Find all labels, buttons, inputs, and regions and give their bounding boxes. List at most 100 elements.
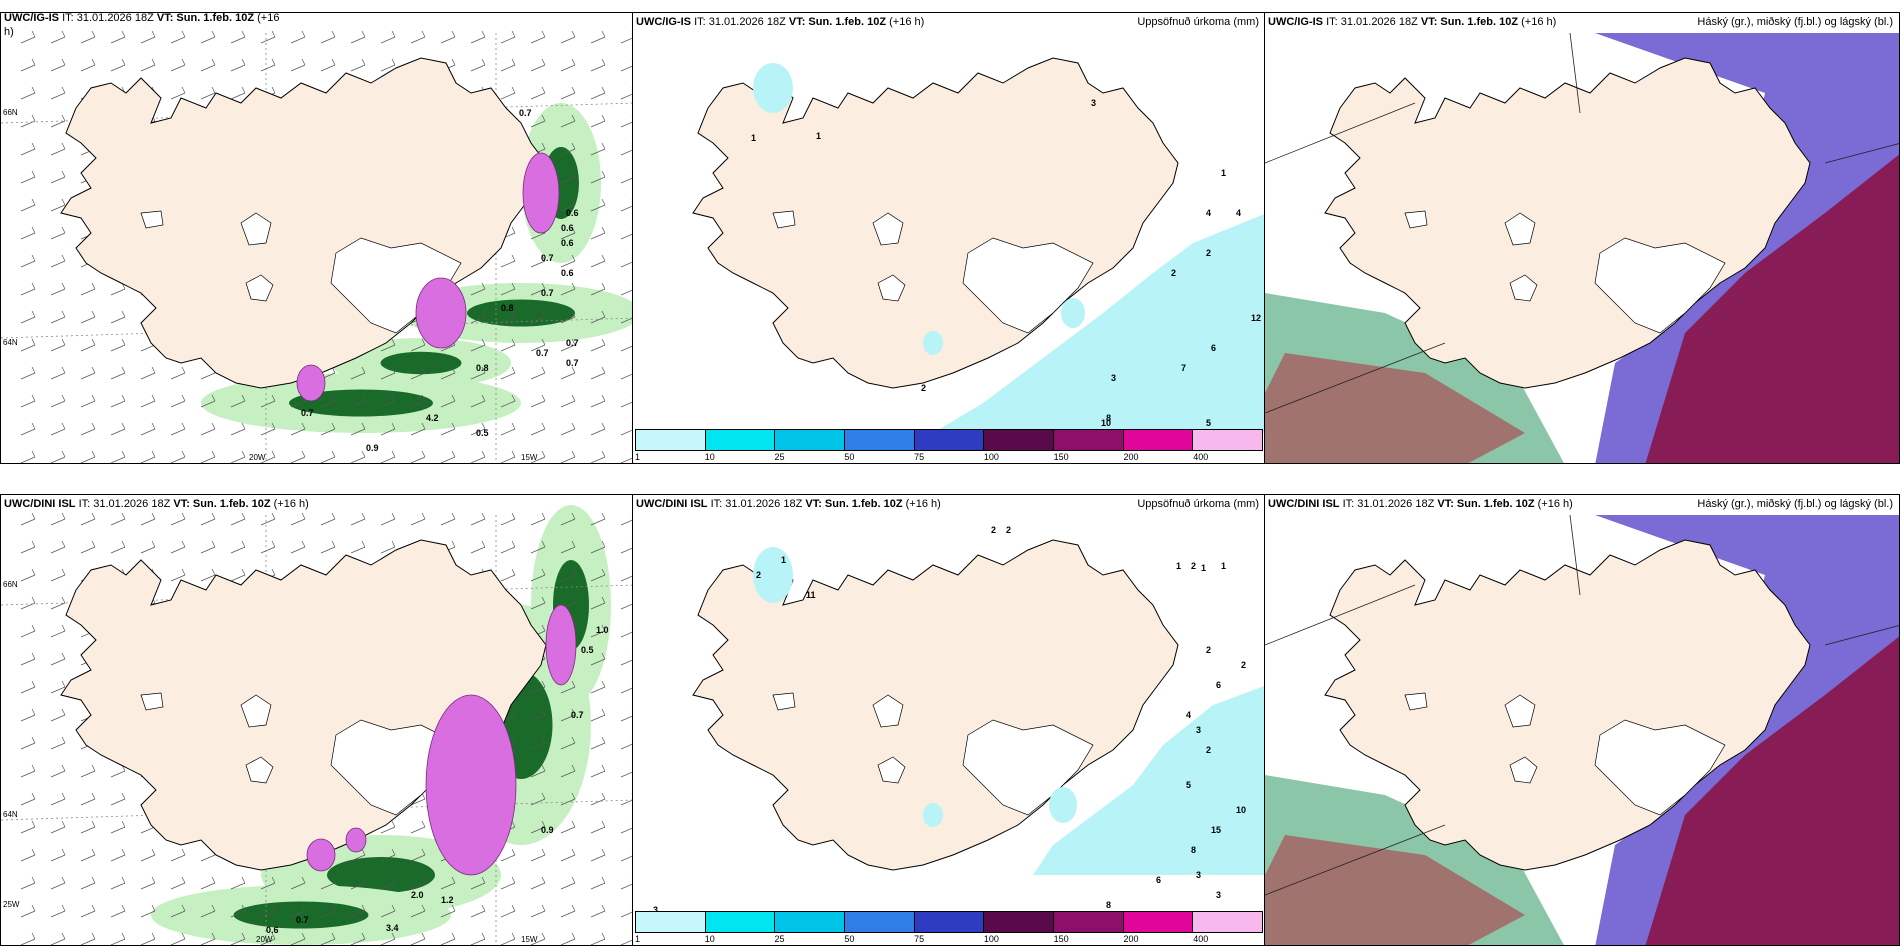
map-value-label: 2: [1241, 660, 1247, 670]
colorbar-segment: [1123, 430, 1194, 450]
map-value-label: 2.0: [411, 890, 424, 900]
lon-20-label: 20W: [249, 453, 266, 462]
colorbar-tick: 150: [1053, 934, 1069, 944]
colorbar-segment: [1054, 912, 1124, 932]
map-value-label: 2: [1206, 248, 1212, 258]
colorbar-tick: 10: [704, 452, 715, 462]
map-value-label: 12: [1251, 313, 1262, 323]
map-value-label: 0.7: [301, 408, 314, 418]
colorbar-tick: 400: [1193, 934, 1209, 944]
map-value-label: 0.7: [541, 253, 554, 263]
wind-map-top: [1, 13, 633, 463]
wind-panel-top: UWC/IG-IS IT: 31.01.2026 18Z VT: Sun. 1.…: [0, 12, 634, 464]
map-value-label: 4: [1186, 710, 1192, 720]
colorbar-ticks-top: 1 10 25 50 75 100 150 200 400: [635, 451, 1263, 463]
map-value-label: 8: [1191, 845, 1197, 855]
map-value-label: 0.7: [519, 108, 532, 118]
colorbar-segment: [1193, 912, 1263, 932]
colorbar-segment: [984, 430, 1055, 450]
map-value-label: 0.6: [561, 238, 574, 248]
lon-15-label-b: 15W: [521, 935, 538, 944]
map-value-label: 2: [1006, 525, 1012, 535]
wind-header-bottom: UWC/DINI ISL IT: 31.01.2026 18Z VT: Sun.…: [4, 498, 309, 510]
map-value-label: 0.8: [476, 363, 489, 373]
map-value-label: 0.5: [581, 645, 594, 655]
map-value-label: 6: [1216, 680, 1222, 690]
map-value-label: 2: [756, 570, 762, 580]
lat-64-label: 64N: [3, 338, 18, 347]
wind-panel-bottom: UWC/DINI ISL IT: 31.01.2026 18Z VT: Sun.…: [0, 494, 634, 946]
colorbar-segment: [705, 430, 776, 450]
map-value-label: 3: [1111, 373, 1117, 383]
colorbar-tick: 75: [914, 452, 925, 462]
colorbar-tick: 200: [1123, 934, 1139, 944]
map-value-label: 0.6: [561, 268, 574, 278]
colorbar-tick: 10: [704, 934, 715, 944]
map-value-label: 0.5: [476, 428, 489, 438]
colorbar-tick: 25: [774, 452, 785, 462]
map-value-label: 0.7: [541, 288, 554, 298]
precip-panel-bottom: UWC/DINI ISL IT: 31.01.2026 18Z VT: Sun.…: [632, 494, 1266, 946]
lat-66-label: 66N: [3, 108, 18, 117]
colorbar-segment: [636, 430, 706, 450]
colorbar-segment: [775, 912, 846, 932]
colorbar-segment: [1054, 430, 1124, 450]
colorbar-segment: [775, 430, 846, 450]
colorbar-tick: 50: [844, 452, 855, 462]
map-value-label: 0.7: [566, 338, 579, 348]
map-value-label: 1: [751, 133, 757, 143]
map-value-label: 0.7: [296, 915, 309, 925]
map-value-label: 3: [1196, 725, 1202, 735]
colorbar-tick: 150: [1053, 452, 1069, 462]
lat-64-label-b: 64N: [3, 810, 18, 819]
map-value-label: 8: [1106, 900, 1112, 910]
colorbar-segment: [914, 430, 985, 450]
map-value-label: 3: [1216, 890, 1222, 900]
map-value-label: 2: [1206, 645, 1212, 655]
map-value-label: 0.9: [366, 443, 379, 453]
map-value-label: 1: [1221, 168, 1227, 178]
map-value-label: 1.0: [596, 625, 609, 635]
map-value-label: 15: [1211, 825, 1222, 835]
cloud-map-bottom: [1265, 495, 1899, 945]
map-value-label: 4: [1206, 208, 1212, 218]
colorbar-segment: [636, 912, 706, 932]
map-value-label: 0.8: [501, 303, 514, 313]
map-value-label: 1.2: [441, 895, 454, 905]
map-value-label: 0.6: [266, 925, 279, 935]
map-value-label: 3: [1196, 870, 1202, 880]
colorbar-segment: [1193, 430, 1263, 450]
cloud-panel-top: UWC/IG-IS IT: 31.01.2026 18Z VT: Sun. 1.…: [1264, 12, 1900, 464]
map-value-label: 1: [1201, 563, 1207, 573]
colorbar-tick: 50: [844, 934, 855, 944]
lon-15-label: 15W: [521, 453, 538, 462]
map-value-label: 0.6: [566, 208, 579, 218]
map-value-label: 0.7: [536, 348, 549, 358]
colorbar-top: [635, 429, 1263, 451]
colorbar-tick: 25: [774, 934, 785, 944]
wind-map-bottom: [1, 495, 633, 945]
map-value-label: 4.2: [426, 413, 439, 423]
map-value-label: 0.6: [561, 223, 574, 233]
lon-25-label-b: 25W: [3, 900, 20, 909]
colorbar-segment: [845, 430, 915, 450]
colorbar-tick: 200: [1123, 452, 1139, 462]
map-value-label: 2: [1171, 268, 1177, 278]
map-value-label: 5: [1186, 780, 1192, 790]
colorbar-tick: 1: [635, 452, 641, 462]
map-value-label: 2: [1206, 745, 1212, 755]
map-value-label: 0.7: [571, 710, 584, 720]
map-value-label: 8: [1106, 413, 1112, 423]
colorbar-tick: 75: [914, 934, 925, 944]
map-value-label: 3.4: [386, 923, 399, 933]
colorbar-tick: 1: [635, 934, 641, 944]
map-value-label: 10: [1236, 805, 1247, 815]
cloud-header-top: UWC/IG-IS IT: 31.01.2026 18Z VT: Sun. 1.…: [1268, 16, 1893, 28]
colorbar-segment: [705, 912, 776, 932]
colorbar-tick: 100: [983, 452, 999, 462]
map-value-label: 7: [1181, 363, 1187, 373]
map-value-label: 2: [991, 525, 997, 535]
map-value-label: 11: [806, 590, 816, 600]
map-value-label: 0.9: [541, 825, 554, 835]
colorbar-segment: [984, 912, 1055, 932]
